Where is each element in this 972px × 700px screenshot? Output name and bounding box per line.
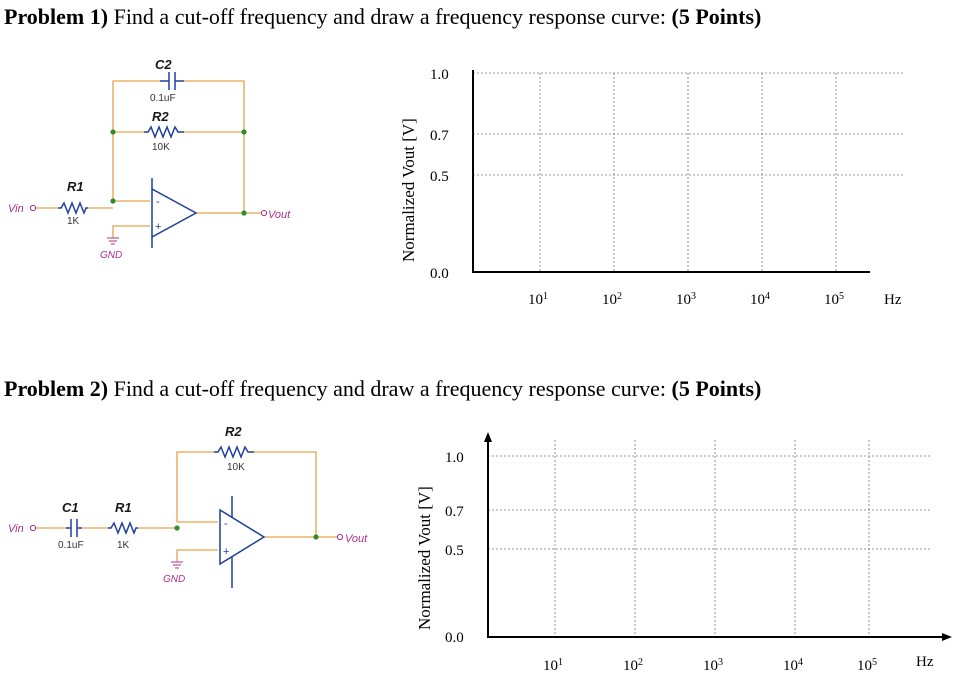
vout-1-label: Vout — [268, 209, 291, 221]
r1-label: R1 — [67, 179, 84, 194]
problem-2-text: Find a cut-off frequency and draw a freq… — [108, 376, 672, 401]
problem-1-circuit: C2 0.1uF R2 10K R1 1K - + GND Vin — [8, 57, 291, 261]
r1-value: 1K — [67, 216, 80, 227]
c1-label: C1 — [62, 500, 79, 515]
c2-value: 0.1uF — [150, 93, 176, 104]
vout-1-terminal — [260, 209, 268, 217]
x-axis-arrow — [942, 633, 952, 641]
y-tick-label: 0.0 — [445, 630, 464, 646]
vout-2-label: Vout — [345, 533, 368, 545]
node — [110, 198, 116, 204]
problem-1-text: Find a cut-off frequency and draw a freq… — [108, 4, 672, 29]
x-unit-label: Hz — [916, 654, 934, 670]
node — [241, 210, 247, 216]
problem-2-points: (5 Points) — [671, 376, 762, 401]
op-amp-2-minus: - — [224, 518, 228, 530]
node — [313, 534, 319, 540]
node — [110, 129, 116, 135]
ground-2 — [171, 561, 183, 569]
resistor-r1 — [108, 520, 138, 536]
x-unit-label: Hz — [884, 292, 902, 308]
op-amp-1-plus: + — [155, 221, 161, 233]
vout-2-terminal — [336, 533, 344, 541]
r2-value: 10K — [152, 142, 170, 153]
op-amp-1-minus: - — [156, 196, 160, 208]
y-axis-arrow — [484, 432, 492, 442]
y-tick-label: 0.7 — [445, 504, 464, 520]
problem-2-number: Problem 2) — [4, 376, 109, 401]
x-tick-label: 104 — [783, 657, 803, 674]
x-tick-label: 103 — [703, 657, 723, 674]
resistor-r1 — [58, 200, 88, 216]
y-tick-label: 1.0 — [445, 450, 464, 466]
y-tick-label: 0.5 — [430, 169, 449, 185]
c2-label: C2 — [155, 57, 172, 72]
y-axis-label: Normalized Vout [V] — [399, 118, 418, 262]
x-tick-label: 104 — [750, 291, 770, 308]
problem-2-graph: 1.0 0.7 0.5 0.0 Normalized Vout [V] 101 … — [415, 432, 952, 674]
op-amp-2-plus: + — [223, 546, 229, 558]
vin-1-label: Vin — [8, 203, 24, 215]
r1-label: R1 — [115, 500, 132, 515]
ground-1-label: GND — [100, 250, 122, 261]
problem-1-graph: 1.0 0.7 0.5 0.0 Normalized Vout [V] 101 … — [399, 67, 905, 308]
problem-1-points: (5 Points) — [671, 4, 762, 29]
node — [174, 525, 180, 531]
vin-2-label: Vin — [8, 523, 24, 535]
problem-1-heading: Problem 1) Find a cut-off frequency and … — [4, 4, 761, 30]
x-tick-label: 102 — [623, 657, 643, 674]
capacitor-c1 — [66, 519, 82, 537]
x-tick-label: 105 — [824, 291, 844, 308]
r2-label: R2 — [225, 424, 242, 439]
problem-2-heading: Problem 2) Find a cut-off frequency and … — [4, 376, 761, 402]
vin-2-terminal — [29, 524, 37, 532]
vin-1-terminal — [29, 204, 37, 212]
y-tick-label: 0.5 — [445, 543, 464, 559]
x-tick-label: 101 — [543, 657, 563, 674]
capacitor-c2 — [160, 72, 184, 90]
x-tick-label: 101 — [528, 291, 548, 308]
node — [241, 129, 247, 135]
ground-1 — [107, 237, 119, 245]
y-axis-label: Normalized Vout [V] — [415, 486, 434, 630]
x-tick-label: 105 — [857, 657, 877, 674]
c1-value: 0.1uF — [58, 540, 84, 551]
problem-1-number: Problem 1) — [4, 4, 109, 29]
x-tick-label: 103 — [676, 291, 696, 308]
y-tick-label: 0.7 — [430, 128, 449, 144]
problem-2-circuit: C1 0.1uF R1 1K R2 10K - + GND Vin — [8, 424, 368, 588]
resistor-r2 — [144, 124, 184, 140]
y-tick-label: 0.0 — [430, 266, 449, 282]
x-tick-label: 102 — [602, 291, 622, 308]
r2-label: R2 — [152, 109, 169, 124]
op-amp-2: - + — [219, 496, 266, 588]
resistor-r2 — [214, 444, 254, 460]
ground-2-label: GND — [163, 574, 185, 585]
op-amp-1: - + — [151, 178, 198, 248]
y-tick-label: 1.0 — [430, 67, 449, 83]
r2-value: 10K — [227, 462, 245, 473]
r1-value: 1K — [117, 540, 130, 551]
